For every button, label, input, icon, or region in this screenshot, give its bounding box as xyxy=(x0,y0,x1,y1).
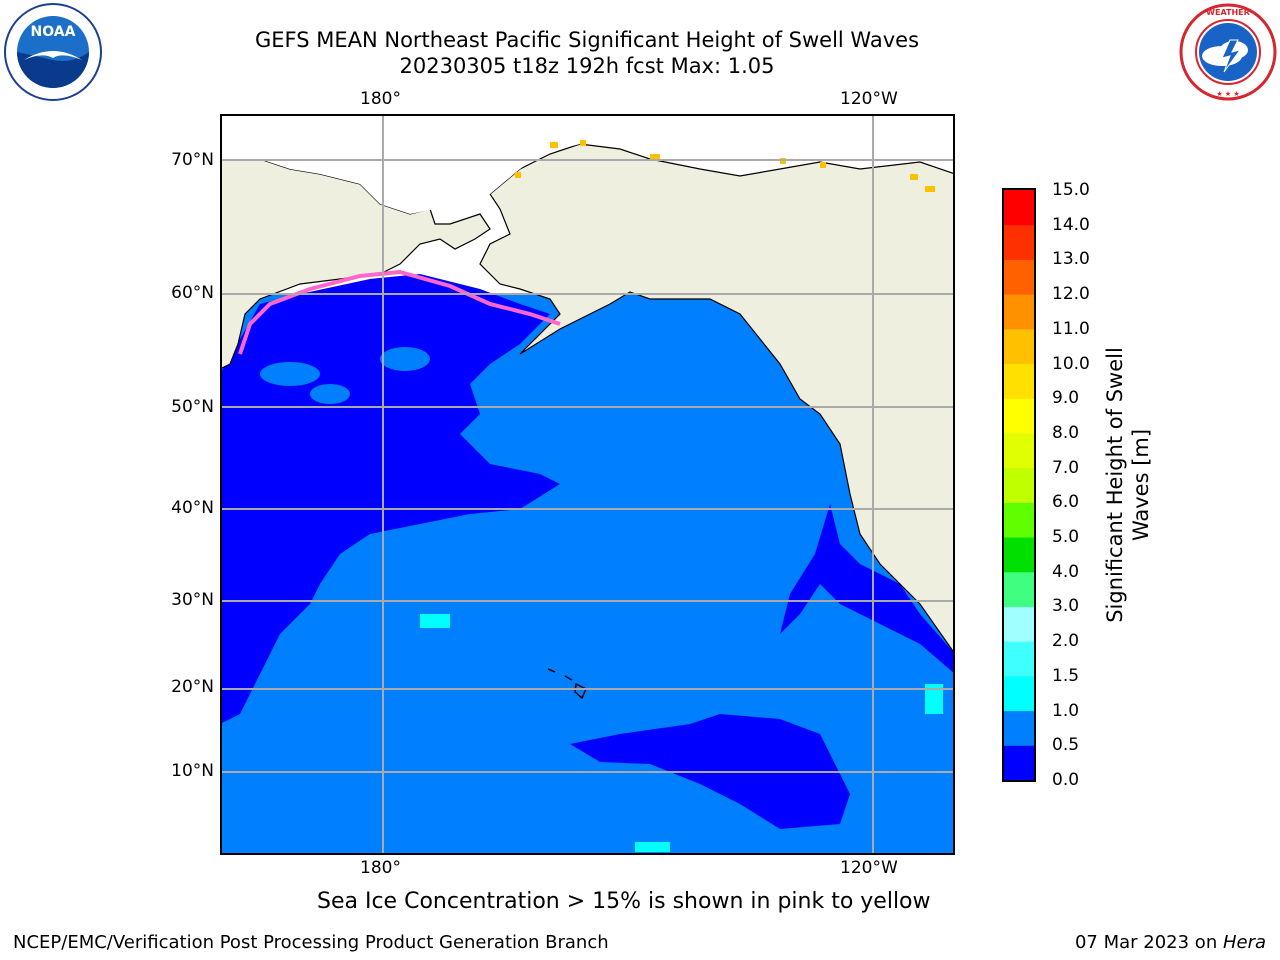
lat-label-40n: 40°N xyxy=(171,498,214,518)
colorbar-tick-label: 10.0 xyxy=(1052,353,1090,374)
sea-ice-edge xyxy=(238,269,561,355)
colorbar-swatch xyxy=(1004,467,1034,503)
colorbar-tick-label: 1.5 xyxy=(1052,665,1080,686)
colorbar-label: Significant Height of Swell Waves [m] xyxy=(1102,347,1154,623)
colorbar xyxy=(1002,188,1036,782)
nws-logo: WEATHER ★ ★ ★ xyxy=(1179,3,1277,101)
footer-branch: NCEP/EMC/Verification Post Processing Pr… xyxy=(13,932,609,953)
footer-host: Hera xyxy=(1222,932,1266,953)
lat-label-60n: 60°N xyxy=(171,283,214,303)
colorbar-tick-label: 6.0 xyxy=(1052,492,1080,513)
chart-title: GEFS MEAN Northeast Pacific Significant … xyxy=(254,28,920,52)
svg-text:NOAA: NOAA xyxy=(31,24,76,40)
colorbar-swatch xyxy=(1004,294,1034,330)
colorbar-label-line2: Waves [m] xyxy=(1129,428,1153,542)
colorbar-tick-label: 3.0 xyxy=(1052,596,1080,617)
colorbar-tick-label: 9.0 xyxy=(1052,388,1080,409)
colorbar-tick-label: 13.0 xyxy=(1052,249,1090,270)
lon-label-bottom-180: 180° xyxy=(360,858,401,878)
ocean-low-region-coast xyxy=(780,504,954,674)
colorbar-swatch xyxy=(1004,259,1034,295)
colorbar-swatch xyxy=(1004,502,1034,538)
colorbar-swatch xyxy=(1004,745,1034,781)
map-plot xyxy=(220,114,955,855)
colorbar-tick-label: 0.0 xyxy=(1052,770,1080,790)
colorbar-tick-label: 14.0 xyxy=(1052,214,1090,235)
colorbar-swatch xyxy=(1004,537,1034,573)
footer-date-text: 07 Mar 2023 on xyxy=(1074,932,1223,953)
colorbar-swatch xyxy=(1004,363,1034,399)
lon-label-top-120w: 120°W xyxy=(840,89,898,109)
lon-label-top-180: 180° xyxy=(360,89,401,109)
chart-subtitle: 20230305 t18z 192h fcst Max: 1.05 xyxy=(399,54,775,78)
colorbar-tick-label: 15.0 xyxy=(1052,180,1090,200)
colorbar-swatch xyxy=(1004,710,1034,746)
colorbar-label-line1: Significant Height of Swell xyxy=(1103,347,1127,623)
lat-label-70n: 70°N xyxy=(171,150,214,170)
colorbar-tick-label: 2.0 xyxy=(1052,631,1080,652)
colorbar-tick-label: 0.5 xyxy=(1052,735,1080,756)
colorbar-tick-label: 8.0 xyxy=(1052,422,1080,443)
colorbar-tick-label: 5.0 xyxy=(1052,527,1080,548)
colorbar-swatch xyxy=(1004,224,1034,260)
svg-text:★ ★ ★: ★ ★ ★ xyxy=(1216,90,1239,98)
noaa-logo: NOAA xyxy=(4,3,102,101)
lat-label-10n: 10°N xyxy=(171,761,214,781)
sea-ice-note: Sea Ice Concentration > 15% is shown in … xyxy=(317,889,931,914)
colorbar-tick-label: 12.0 xyxy=(1052,284,1090,305)
colorbar-swatch xyxy=(1004,571,1034,607)
lat-label-50n: 50°N xyxy=(171,397,214,417)
lat-label-30n: 30°N xyxy=(171,590,214,610)
colorbar-swatch xyxy=(1004,641,1034,677)
svg-text:WEATHER: WEATHER xyxy=(1206,8,1250,17)
graticule xyxy=(221,115,954,854)
colorbar-swatch xyxy=(1004,398,1034,434)
colorbar-tick-label: 11.0 xyxy=(1052,318,1090,339)
colorbar-tick-label: 1.0 xyxy=(1052,700,1080,721)
colorbar-tick-label: 7.0 xyxy=(1052,457,1080,478)
ocean-low-region-west xyxy=(221,274,560,724)
colorbar-swatch xyxy=(1004,190,1034,226)
lon-label-bottom-120w: 120°W xyxy=(840,858,898,878)
colorbar-swatch xyxy=(1004,328,1034,365)
colorbar-swatch xyxy=(1004,675,1034,712)
colorbar-swatch xyxy=(1004,432,1034,469)
footer-date: 07 Mar 2023 on Hera xyxy=(1075,932,1266,953)
colorbar-swatch xyxy=(1004,606,1034,642)
colorbar-tick-label: 4.0 xyxy=(1052,561,1080,582)
lat-label-20n: 20°N xyxy=(171,677,214,697)
